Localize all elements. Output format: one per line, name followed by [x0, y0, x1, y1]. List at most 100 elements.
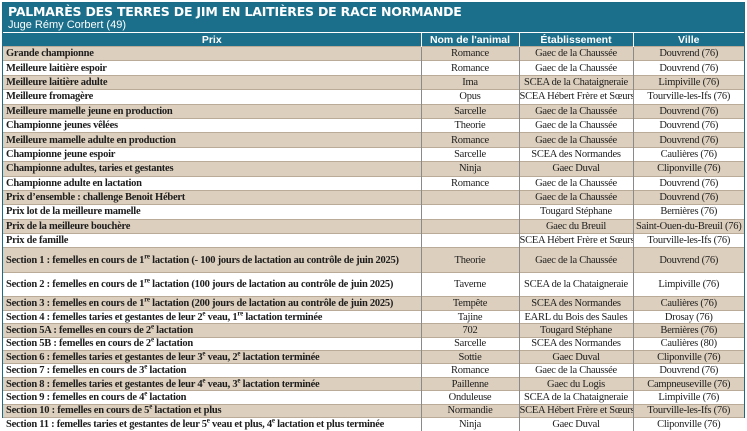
prize-text: lactation et plus: [152, 405, 222, 417]
prize-cell: Section 4 : femelles taries et gestantes…: [3, 309, 421, 324]
prize-text: Prix de la meilleure bouchère: [6, 220, 131, 232]
animal-cell: Romance: [420, 175, 519, 191]
prize-text: Meilleure laitière espoir: [6, 62, 107, 74]
prize-text: Section 1 : femelles en cours de 1: [6, 254, 145, 266]
animal-cell: Theorie: [420, 117, 519, 133]
prize-text: Meilleure mamelle adulte en production: [6, 134, 176, 146]
prize-text: Section 9 : femelles en cours de 4: [6, 391, 145, 403]
etablissement-cell: SCEA Hébert Frère et Sœurs: [518, 403, 633, 418]
ville-cell: Drosay (76): [632, 309, 744, 324]
prize-superscript: re: [144, 296, 150, 304]
ville-cell: Cliponville (76): [632, 350, 744, 364]
table-header: Prix Nom de l'animal Établissement Ville: [3, 32, 744, 47]
table-row: Section 8 : femelles taries et gestantes…: [3, 376, 744, 391]
ville-cell: Tourville-les-Ifs (76): [632, 403, 744, 418]
prize-text: lactation et plus terminée: [274, 418, 385, 430]
animal-cell: Tajine: [420, 309, 519, 324]
etablissement-cell: SCEA de la Chataigneraie: [518, 271, 633, 297]
table-row: Section 2 : femelles en cours de 1re lac…: [3, 271, 744, 297]
prize-cell: Grande championne: [3, 45, 421, 61]
ville-cell: Douvrend (76): [632, 45, 744, 61]
prize-cell: Section 11 : femelles taries et gestante…: [3, 416, 421, 431]
prize-text: Grande championne: [6, 48, 94, 60]
prize-text: lactation: [147, 391, 187, 403]
prize-cell: Meilleure mamelle jeune en production: [3, 103, 421, 119]
animal-cell: Onduleuse: [420, 390, 519, 405]
prize-text: Section 7 : femelles en cours de 3: [6, 365, 145, 377]
prize-superscript: e: [202, 350, 206, 358]
animal-cell: Romance: [420, 45, 519, 61]
animal-cell: Taverne: [420, 271, 519, 297]
prize-cell: Meilleure fromagère: [3, 89, 421, 105]
prize-text: Meilleure mamelle jeune en production: [6, 105, 173, 117]
prize-superscript: e: [202, 377, 206, 384]
prize-cell: Section 5B : femelles en cours de 2e lac…: [3, 336, 421, 351]
table-row: Championne jeunes vêlées Theorie Gaec de l…: [3, 117, 744, 133]
prize-superscript: e: [150, 337, 154, 344]
ville-cell: Douvrend (76): [632, 60, 744, 76]
etablissement-cell: Gaec Duval: [518, 416, 633, 431]
prize-text: Prix lot de la meilleure mamelle: [6, 206, 141, 218]
ville-cell: Limpiville (76): [632, 271, 744, 297]
ville-cell: Douvrend (76): [632, 363, 744, 378]
animal-cell: Romance: [420, 363, 519, 378]
results-table: Prix Nom de l'animal Établissement Ville…: [3, 32, 744, 431]
prize-text: lactation terminée: [240, 351, 320, 363]
prize-cell: Championne adultes, taries et gestantes: [3, 161, 421, 177]
judge-subtitle: Juge Rémy Corbert (49): [8, 19, 126, 31]
etablissement-cell: SCEA des Normandes: [518, 146, 633, 162]
animal-cell: Ninja: [420, 416, 519, 431]
etablissement-cell: Gaec de la Chaussée: [518, 45, 633, 61]
prize-cell: Section 10 : femelles en cours de 5e lac…: [3, 403, 421, 418]
animal-cell: 702: [420, 323, 519, 338]
etablissement-cell: Gaec de la Chaussée: [518, 189, 633, 205]
etablissement-cell: Gaec de la Chaussée: [518, 60, 633, 76]
prize-text: Section 8 : femelles taries et gestantes…: [6, 378, 203, 390]
prize-cell: Section 5A : femelles en cours de 2e lac…: [3, 323, 421, 338]
ville-cell: Tourville-les-Ifs (76): [632, 89, 744, 105]
animal-cell: Normandie: [420, 403, 519, 418]
etablissement-cell: SCEA des Normandes: [518, 336, 633, 351]
animal-cell: [420, 189, 519, 205]
table-row: Meilleure laitière espoir Romance Gaec de …: [3, 60, 744, 76]
prize-superscript: e: [149, 404, 153, 411]
prize-superscript: e: [150, 323, 154, 331]
prize-text: Prix de famille: [6, 235, 69, 247]
prize-text: Section 6 : femelles taries et gestantes…: [6, 351, 203, 363]
col-etablissement: Établissement: [518, 32, 633, 47]
table-row: Section 9 : femelles en cours de 4e lact…: [3, 390, 744, 405]
ville-cell: Caulières (80): [632, 336, 744, 351]
prize-cell: Section 7 : femelles en cours de 3e lact…: [3, 363, 421, 378]
prize-text: lactation (100 jours de lactation au con…: [149, 279, 394, 291]
prize-superscript: e: [237, 350, 241, 358]
prize-cell: Section 6 : femelles taries et gestantes…: [3, 350, 421, 364]
animal-cell: Opus: [420, 89, 519, 105]
table-row: Meilleure mamelle adulte en production Ro…: [3, 132, 744, 148]
prize-cell: Championne jeune espoir: [3, 146, 421, 162]
table-row: Prix d’ensemble : challenge Benoit Héber…: [3, 189, 744, 205]
table-row: Meilleure fromagère Opus SCEA Hébert Frère…: [3, 89, 744, 105]
etablissement-cell: Tougard Stéphane: [518, 204, 633, 220]
animal-cell: Sarcelle: [420, 336, 519, 351]
animal-cell: Ima: [420, 74, 519, 90]
table-row: Meilleure mamelle jeune en production Sar…: [3, 103, 744, 119]
etablissement-cell: SCEA de la Chataigneraie: [518, 390, 633, 405]
title-bar: PALMARÈS DES TERRES DE JIM EN LAITIÈRES …: [3, 3, 744, 32]
prize-text: Championne jeune espoir: [6, 148, 116, 160]
animal-cell: Sarcelle: [420, 146, 519, 162]
etablissement-cell: Gaec Duval: [518, 161, 633, 177]
etablissement-cell: Gaec de la Chaussée: [518, 247, 633, 273]
table-row: Section 3 : femelles en cours de 1re lac…: [3, 296, 744, 311]
page-title: PALMARÈS DES TERRES DE JIM EN LAITIÈRES …: [8, 4, 462, 19]
table-row: Section 7 : femelles en cours de 3e lact…: [3, 363, 744, 378]
ville-cell: Douvrend (76): [632, 132, 744, 148]
prize-superscript: e: [237, 377, 241, 384]
animal-cell: Romance: [420, 60, 519, 76]
ville-cell: Douvrend (76): [632, 247, 744, 273]
ville-cell: Douvrend (76): [632, 175, 744, 191]
etablissement-cell: SCEA Hébert Frère et Sœurs: [518, 89, 633, 105]
table-row: Prix de la meilleure bouchère Gaec du Bre…: [3, 218, 744, 234]
table-row: Prix de famille SCEA Hébert Frère et Sœur…: [3, 233, 744, 248]
etablissement-cell: Gaec de la Chaussée: [518, 103, 633, 119]
prize-text: Prix d’ensemble : challenge Benoit Héber…: [6, 192, 186, 204]
